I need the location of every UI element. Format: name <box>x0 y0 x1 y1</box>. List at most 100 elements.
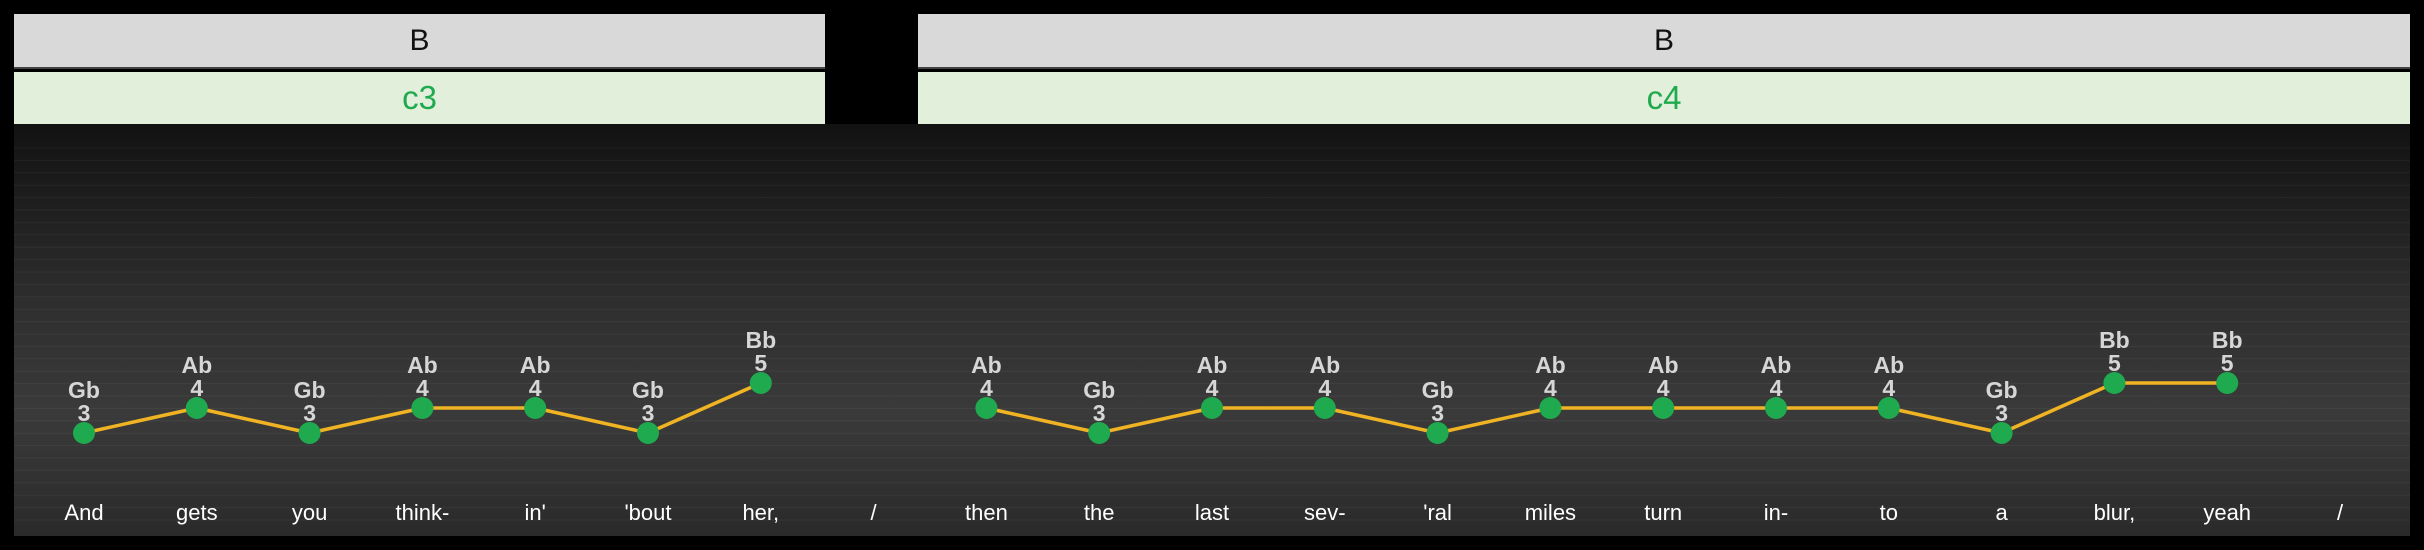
lyric-label: her, <box>742 500 779 525</box>
note-octave-label: 3 <box>1093 400 1106 426</box>
note-name-label: Ab <box>1535 352 1566 378</box>
lyric-labels: And gets you think-in' 'bout her, / then the last… <box>64 500 2344 525</box>
note-marker <box>73 422 95 444</box>
note-octave-label: 3 <box>303 400 316 426</box>
note-octave-label: 3 <box>78 400 91 426</box>
note-octave-label: 4 <box>416 375 429 401</box>
melody-segment <box>1888 406 2002 435</box>
lyric-label: a <box>1995 500 2008 525</box>
note-markers <box>73 372 2239 444</box>
note-marker <box>524 397 547 419</box>
melody-segment <box>2000 381 2116 435</box>
lyric-label: gets <box>176 500 218 525</box>
melody-lines <box>83 381 2228 435</box>
section-label-2: B <box>918 14 2410 69</box>
note-octave-label: 5 <box>2221 350 2234 376</box>
note-name-label: Ab <box>407 352 438 378</box>
note-name-label: Gb <box>1083 377 1115 403</box>
note-name-label: Gb <box>68 377 100 403</box>
note-marker <box>1426 422 1449 444</box>
melody-segment <box>196 406 310 435</box>
note-name-label: Bb <box>2212 327 2243 353</box>
note-name-label: Bb <box>2099 327 2130 353</box>
note-name-label: Ab <box>1873 352 1904 378</box>
lyric-label: 'ral <box>1423 500 1452 525</box>
gridlines <box>14 147 2410 521</box>
note-name-label: Gb <box>632 377 664 403</box>
note-name-label: Ab <box>181 352 212 378</box>
note-name-label: Gb <box>1986 377 2018 403</box>
note-octave-label: 4 <box>1544 375 1557 401</box>
lyric-label: you <box>292 500 327 525</box>
note-octave-label: 4 <box>190 375 203 401</box>
note-name-label: Ab <box>520 352 551 378</box>
note-octave-label: 4 <box>1206 375 1219 401</box>
lyric-label: then <box>965 500 1008 525</box>
note-name-label: Bb <box>745 327 776 353</box>
note-marker <box>1652 397 1675 419</box>
note-name-label: Gb <box>1422 377 1454 403</box>
lyric-label: turn <box>1644 500 1682 525</box>
melody-segment <box>1098 406 1213 435</box>
lyric-label: miles <box>1525 500 1576 525</box>
note-marker <box>1877 397 1900 419</box>
note-octave-label: 4 <box>980 375 993 401</box>
note-octave-label: 3 <box>1431 400 1444 426</box>
lyric-label: to <box>1880 500 1898 525</box>
note-name-label: Ab <box>1309 352 1340 378</box>
lyric-label: And <box>64 500 103 525</box>
note-marker <box>2103 372 2126 394</box>
lyric-label: in' <box>525 500 546 525</box>
note-marker <box>1088 422 1111 444</box>
note-octave-label: 3 <box>1995 400 2008 426</box>
note-octave-label: 4 <box>529 375 542 401</box>
note-marker <box>1990 422 2013 444</box>
lyric-label: in- <box>1764 500 1788 525</box>
note-name-label: Ab <box>971 352 1002 378</box>
lyric-label: think- <box>396 500 450 525</box>
plot-background <box>14 124 2410 536</box>
lyric-label: / <box>871 500 878 525</box>
note-octave-label: 5 <box>2108 350 2121 376</box>
note-octave-label: 5 <box>754 350 767 376</box>
note-marker <box>1765 397 1787 419</box>
lyric-label: blur, <box>2094 500 2136 525</box>
lyric-label: sev- <box>1304 500 1346 525</box>
note-marker <box>185 397 208 419</box>
note-marker <box>1313 397 1336 419</box>
lyric-label: 'bout <box>624 500 671 525</box>
melody-segment <box>1324 406 1438 435</box>
lyric-label: the <box>1084 500 1115 525</box>
melody-segment <box>986 406 1100 435</box>
note-marker <box>975 397 998 419</box>
note-octave-label: 4 <box>1770 375 1783 401</box>
note-name-label: Ab <box>1648 352 1679 378</box>
note-octave-label: 4 <box>1318 375 1331 401</box>
lyric-label: / <box>2337 500 2344 525</box>
note-octave-label: 4 <box>1657 375 1670 401</box>
note-octave-label: 3 <box>642 400 655 426</box>
note-octave-label: 4 <box>1882 375 1895 401</box>
lyric-label: last <box>1195 500 1229 525</box>
lyric-label: yeah <box>2203 500 2251 525</box>
section-label-1: B <box>14 14 825 69</box>
melody-segment <box>1437 406 1551 435</box>
chord-label-2: c4 <box>918 72 2410 124</box>
note-marker <box>749 372 772 394</box>
note-marker <box>637 422 659 444</box>
note-marker <box>2216 372 2239 394</box>
melody-segment <box>534 406 649 435</box>
melody-segment <box>83 406 198 435</box>
melody-segment <box>309 406 423 435</box>
note-marker <box>1201 397 1223 419</box>
note-name-label: Ab <box>1197 352 1228 378</box>
note-name-label: Ab <box>1761 352 1792 378</box>
melody-segment <box>647 381 762 435</box>
note-marker <box>1539 397 1562 419</box>
note-name-label: Gb <box>294 377 326 403</box>
chord-label-1: c3 <box>14 72 825 124</box>
note-marker <box>411 397 434 419</box>
